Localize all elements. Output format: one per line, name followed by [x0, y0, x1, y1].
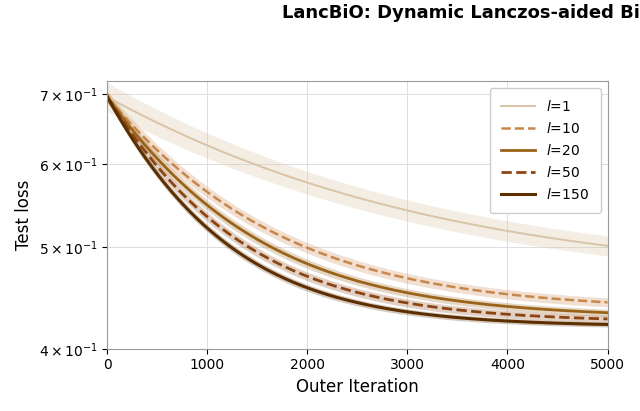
$l$=150 [571, 321, 579, 326]
Line: $l$=10: $l$=10 [108, 97, 607, 302]
$l$=1 [104, 95, 111, 99]
$l$=20 [554, 308, 562, 313]
Line: $l$=50: $l$=50 [108, 97, 607, 319]
$l$=50 [604, 316, 611, 321]
Text: LancBiO: Dynamic Lanczos-aided Bi: LancBiO: Dynamic Lanczos-aided Bi [282, 4, 640, 22]
$l$=150 [202, 224, 209, 229]
$l$=50 [554, 315, 562, 320]
$l$=10 [345, 260, 353, 265]
$l$=1 [202, 142, 209, 147]
$l$=150 [345, 298, 353, 303]
$l$=10 [202, 188, 209, 193]
$l$=150 [449, 315, 457, 320]
$l$=50 [568, 315, 575, 320]
$l$=20 [104, 95, 111, 99]
$l$=150 [554, 321, 562, 326]
Y-axis label: Test loss: Test loss [15, 180, 33, 250]
$l$=10 [568, 298, 575, 302]
$l$=50 [345, 288, 353, 293]
$l$=1 [568, 238, 575, 243]
$l$=1 [449, 218, 457, 223]
Line: $l$=150: $l$=150 [108, 97, 607, 324]
$l$=20 [202, 201, 209, 206]
$l$=10 [104, 95, 111, 99]
$l$=50 [571, 315, 579, 320]
$l$=50 [104, 95, 111, 99]
$l$=50 [202, 212, 209, 217]
$l$=20 [568, 309, 575, 314]
Line: $l$=1: $l$=1 [108, 97, 607, 246]
$l$=50 [449, 307, 457, 312]
$l$=1 [554, 237, 562, 242]
Legend: $l$=1, $l$=10, $l$=20, $l$=50, $l$=150: $l$=1, $l$=10, $l$=20, $l$=50, $l$=150 [490, 88, 600, 213]
Line: $l$=20: $l$=20 [108, 97, 607, 313]
$l$=1 [571, 239, 579, 244]
$l$=10 [604, 300, 611, 305]
$l$=20 [449, 298, 457, 303]
$l$=20 [571, 309, 579, 314]
$l$=10 [449, 284, 457, 289]
$l$=150 [568, 321, 575, 326]
$l$=150 [604, 322, 611, 327]
X-axis label: Outer Iteration: Outer Iteration [296, 378, 419, 396]
$l$=20 [345, 276, 353, 281]
$l$=1 [604, 243, 611, 248]
$l$=10 [554, 297, 562, 302]
$l$=20 [604, 310, 611, 315]
$l$=1 [345, 193, 353, 198]
$l$=150 [104, 95, 111, 99]
$l$=10 [571, 298, 579, 303]
